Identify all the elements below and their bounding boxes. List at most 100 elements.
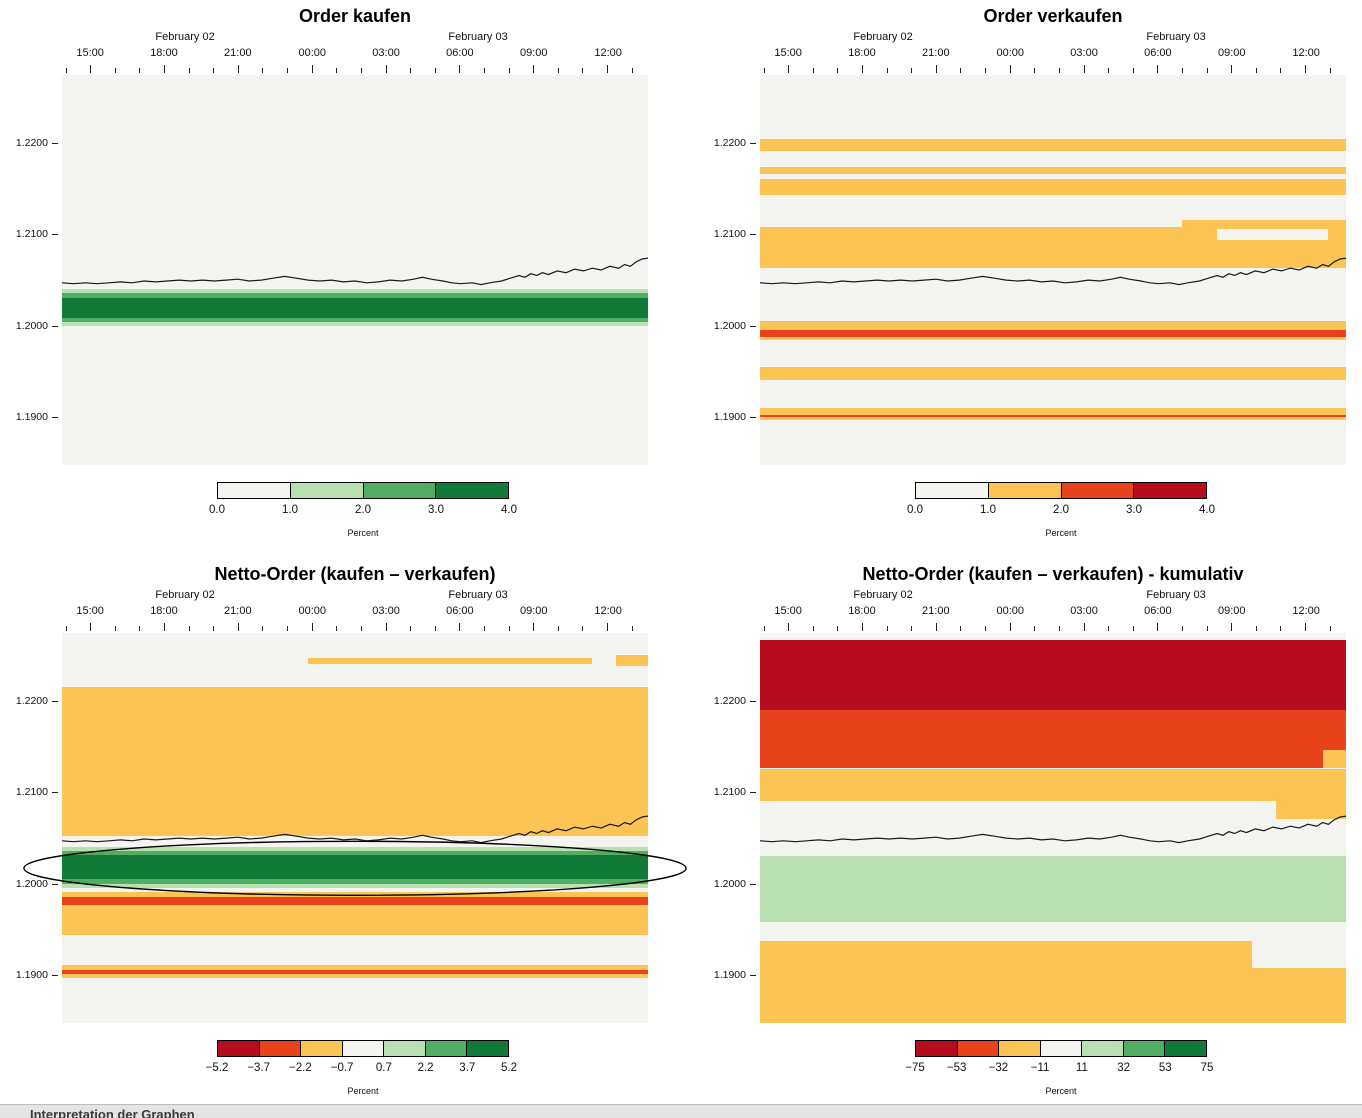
time-tick-mark	[139, 68, 141, 73]
legend-segment	[957, 1041, 1000, 1056]
time-tick-mark	[1157, 623, 1159, 631]
time-tick-mark	[1083, 623, 1085, 631]
legend-segment	[259, 1041, 302, 1056]
time-tick-mark	[508, 626, 510, 631]
time-tick-mark	[1305, 623, 1306, 631]
plot-area	[62, 75, 648, 465]
time-tick-mark	[483, 68, 485, 73]
legend-segment	[1061, 483, 1135, 498]
legend-boundary-label: 0.7	[375, 1062, 392, 1074]
time-tick-mark	[812, 68, 814, 73]
plot-area	[760, 75, 1346, 465]
time-tick-mark	[1305, 65, 1306, 73]
price-tick-mark	[750, 700, 756, 702]
time-tick-mark	[65, 626, 67, 631]
legend-color-bar	[217, 482, 509, 499]
time-tick-mark	[114, 626, 116, 631]
time-tick-mark	[459, 65, 461, 73]
time-tick-mark	[607, 623, 608, 631]
price-tick-mark	[750, 142, 756, 144]
time-tick-label: 03:00	[372, 47, 400, 59]
time-tick-mark	[508, 68, 510, 73]
time-tick-mark	[1280, 68, 1282, 73]
time-tick-label: 00:00	[996, 605, 1024, 617]
time-tick-label: 21:00	[922, 47, 950, 59]
heat-band	[760, 855, 1346, 923]
time-tick-mark	[557, 68, 559, 73]
date-label: February 02	[155, 31, 215, 43]
chart-panel-netto-order: Netto-Order (kaufen – verkaufen) Februar…	[0, 558, 687, 1116]
footer-heading: Interpretation der Graphen	[30, 1107, 195, 1118]
time-tick-mark	[385, 623, 387, 631]
time-tick-label: 06:00	[1144, 47, 1172, 59]
time-tick-mark	[262, 68, 264, 73]
time-tick-mark	[1132, 68, 1134, 73]
time-tick-mark	[287, 68, 288, 73]
time-tick-mark	[1255, 626, 1257, 631]
time-tick-mark	[533, 623, 535, 631]
time-tick-mark	[788, 65, 790, 73]
time-tick-mark	[164, 65, 165, 73]
legend-segment	[1040, 1041, 1083, 1056]
legend-caption: Percent	[347, 1086, 379, 1096]
time-tick-mark	[1181, 626, 1183, 631]
time-tick-mark	[213, 626, 215, 631]
date-label: February 02	[853, 589, 913, 601]
legend-boundary-label: 1.0	[980, 504, 996, 516]
legend-segment	[467, 1041, 509, 1056]
time-tick-mark	[188, 68, 190, 73]
time-tick-mark	[1157, 65, 1159, 73]
time-tick-mark	[360, 626, 362, 631]
time-tick-mark	[1329, 68, 1331, 73]
legend-boundary-label: 3.0	[428, 504, 444, 516]
time-tick-mark	[985, 68, 986, 73]
legend-segment	[1082, 1041, 1124, 1056]
time-tick-label: 09:00	[519, 605, 548, 617]
price-tick-mark	[750, 234, 756, 236]
time-tick-label: 03:00	[1070, 47, 1098, 59]
heat-band	[62, 896, 648, 905]
price-tick-label: 1.2000	[713, 877, 746, 890]
time-tick-mark	[213, 68, 215, 73]
time-tick-mark	[812, 626, 814, 631]
time-tick-mark	[631, 626, 633, 631]
chart-panel-order-verkaufen: Order verkaufen February 02 February 03 15…	[698, 0, 1362, 558]
chart-title: Order verkaufen	[983, 6, 1123, 26]
time-tick-mark	[582, 68, 584, 73]
time-tick-label: 18:00	[848, 47, 876, 59]
price-tick-label: 1.2100	[713, 786, 746, 799]
time-tick-mark	[763, 68, 765, 73]
legend-boundary-label: 53	[1158, 1062, 1172, 1074]
price-line	[62, 257, 648, 286]
time-tick-mark	[985, 626, 986, 631]
time-tick-label: 15:00	[774, 605, 802, 617]
time-tick-mark	[385, 65, 387, 73]
legend-boundary-label: 75	[1200, 1062, 1214, 1074]
legend-color-bar	[915, 482, 1207, 499]
time-tick-mark	[65, 68, 67, 73]
date-label: February 03	[1146, 31, 1206, 43]
price-tick-label: 1.1900	[713, 969, 746, 982]
time-tick-mark	[90, 65, 92, 73]
time-tick-label: 15:00	[76, 605, 104, 617]
legend-boundary-label: 5.2	[501, 1062, 517, 1074]
heat-band	[62, 298, 648, 319]
time-tick-mark	[114, 68, 116, 73]
heat-band	[760, 940, 1253, 1023]
legend-boundary-label: 1.0	[282, 504, 298, 516]
price-tick-mark	[52, 325, 58, 327]
heat-band	[760, 640, 1346, 710]
time-tick-mark	[336, 68, 338, 73]
time-tick-label: 00:00	[996, 47, 1024, 59]
time-tick-mark	[1231, 65, 1233, 73]
time-tick-mark	[139, 626, 141, 631]
time-tick-mark	[886, 626, 888, 631]
time-tick-mark	[1034, 626, 1036, 631]
time-tick-label: 00:00	[298, 47, 326, 59]
heat-band	[1217, 228, 1329, 240]
price-tick-label: 1.1900	[713, 411, 746, 424]
time-tick-mark	[631, 68, 633, 73]
time-tick-label: 15:00	[774, 47, 802, 59]
time-tick-mark	[311, 623, 313, 631]
legend-caption: Percent	[1045, 528, 1077, 538]
